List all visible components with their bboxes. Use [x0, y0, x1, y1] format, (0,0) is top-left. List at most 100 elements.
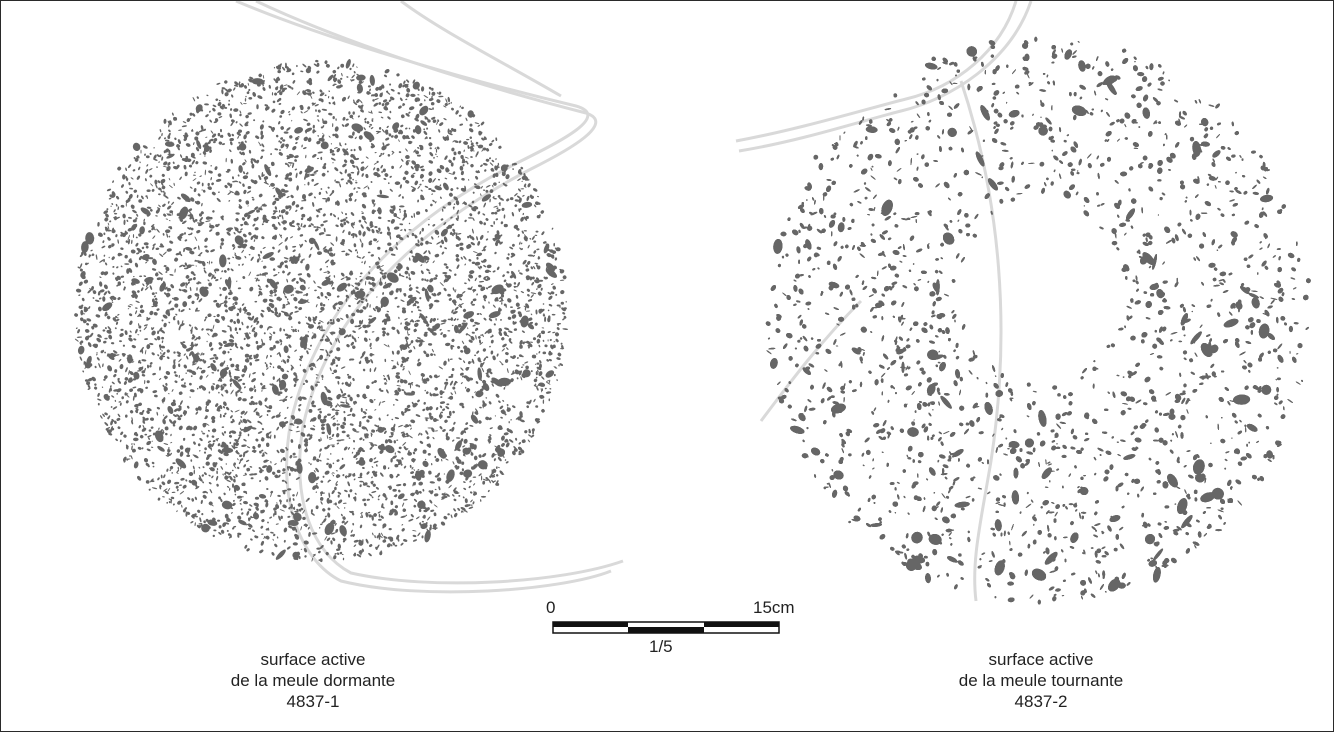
- stone-grain: [244, 386, 247, 389]
- stone-grain: [261, 236, 265, 240]
- stone-grain: [531, 428, 535, 432]
- stone-grain: [204, 245, 208, 247]
- stone-grain: [284, 237, 289, 243]
- stone-grain: [203, 270, 207, 274]
- stone-grain: [218, 392, 220, 394]
- stone-grain: [328, 101, 331, 104]
- stone-grain: [461, 340, 464, 344]
- stone-grain: [301, 549, 303, 550]
- stone-grain: [336, 459, 340, 462]
- stone-grain: [179, 375, 180, 378]
- stone-grain: [436, 156, 438, 158]
- stone-grain: [408, 370, 411, 375]
- stone-grain: [152, 246, 155, 251]
- stone-grain: [494, 251, 497, 254]
- stone-grain: [485, 397, 487, 399]
- stone-grain: [432, 349, 435, 353]
- stone-grain: [272, 187, 275, 190]
- stone-grain: [387, 226, 391, 231]
- stone-grain: [379, 190, 382, 195]
- stone-grain: [161, 319, 164, 322]
- stone-grain: [328, 299, 330, 301]
- stone-grain: [239, 431, 242, 435]
- stone-grain: [353, 440, 356, 443]
- stone-grain: [474, 354, 476, 356]
- stone-grain: [230, 349, 232, 351]
- stone-grain: [496, 353, 499, 357]
- stone-grain: [159, 129, 161, 133]
- stone-grain: [203, 267, 206, 270]
- stone-grain: [492, 304, 496, 308]
- stone-grain: [198, 466, 201, 469]
- stone-grain: [521, 366, 524, 368]
- stone-grain: [121, 396, 124, 399]
- stone-grain: [474, 277, 477, 281]
- stone-grain: [396, 73, 400, 77]
- stone-grain: [420, 264, 423, 267]
- stone-grain: [317, 151, 323, 154]
- stone-grain: [422, 521, 424, 523]
- stone-grain: [340, 78, 343, 80]
- stone-grain: [498, 181, 500, 183]
- stone-grain: [184, 239, 187, 242]
- stone-grain: [217, 519, 220, 521]
- stone-grain: [235, 327, 237, 331]
- stone-grain: [162, 213, 166, 217]
- stone-grain: [480, 186, 483, 189]
- stone-grain: [553, 341, 555, 342]
- stone-grain: [76, 327, 78, 329]
- stone-grain: [110, 206, 111, 207]
- stone-grain: [439, 426, 443, 430]
- stone-grain: [239, 458, 243, 462]
- stone-grain: [425, 391, 429, 395]
- stone-grain: [261, 533, 263, 535]
- stone-grain: [530, 341, 533, 342]
- stone-grain: [228, 297, 231, 299]
- stone-grain: [187, 294, 193, 300]
- stone-grain: [270, 461, 272, 464]
- stone-grain: [325, 94, 327, 96]
- stone-grain: [403, 446, 408, 451]
- stone-grain: [458, 357, 462, 360]
- stone-grain: [448, 358, 450, 362]
- stone-grain: [186, 455, 190, 458]
- stone-grain: [203, 520, 206, 523]
- stone-grain: [207, 262, 209, 264]
- stone-grain: [143, 251, 145, 253]
- stone-grain: [273, 234, 277, 240]
- stone-grain: [345, 213, 348, 216]
- stone-grain: [285, 143, 289, 147]
- stone-grain: [411, 311, 413, 313]
- stone-grain: [265, 284, 269, 288]
- stone-grain: [160, 277, 163, 281]
- stone-grain: [97, 393, 100, 398]
- stone-grain: [386, 91, 391, 95]
- stone-grain: [445, 266, 449, 270]
- stone-grain: [192, 425, 198, 431]
- stone-grain: [223, 341, 227, 344]
- stone-grain: [423, 250, 428, 255]
- stone-surface-dormante: [74, 58, 569, 562]
- stone-grain: [242, 175, 248, 180]
- stone-grain: [102, 296, 105, 302]
- stone-grain: [489, 427, 493, 429]
- stone-grain: [562, 275, 567, 280]
- stone-grain: [243, 501, 248, 505]
- stone-grain: [348, 437, 350, 439]
- stone-grain: [364, 120, 366, 123]
- stone-grain: [114, 369, 117, 373]
- stone-grain: [368, 493, 372, 497]
- stone-grain: [506, 404, 509, 407]
- stone-grain: [393, 269, 398, 274]
- stone-grain: [522, 213, 524, 216]
- stone-grain: [337, 381, 339, 385]
- stone-grain: [470, 491, 473, 494]
- stone-grain: [335, 224, 339, 228]
- stone-grain: [144, 276, 155, 283]
- stone-grain: [254, 301, 257, 303]
- stone-grain: [497, 456, 502, 462]
- stone-grain: [348, 231, 351, 235]
- stone-grain: [279, 234, 283, 239]
- stone-grain: [118, 359, 121, 363]
- stone-grain: [243, 337, 246, 340]
